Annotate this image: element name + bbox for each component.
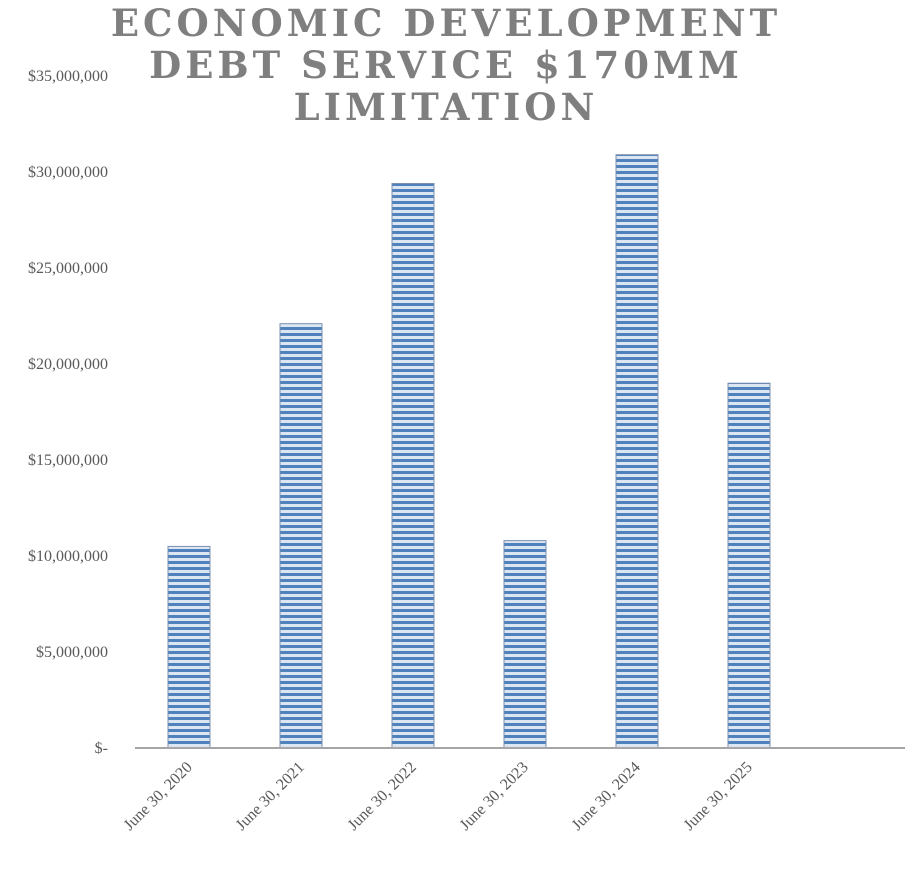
chart-title: ECONOMIC DEVELOPMENT DEBT SERVICE $170MM… <box>111 1 781 129</box>
y-axis: $- $5,000,000 $10,000,000 $15,000,000 $20,00… <box>28 68 108 757</box>
x-tick-label: June 30, 2020 <box>121 759 196 834</box>
x-tick-label: June 30, 2023 <box>457 759 532 834</box>
y-tick-label: $30,000,000 <box>28 164 108 181</box>
y-tick-label: $20,000,000 <box>28 356 108 373</box>
bar <box>503 540 547 749</box>
bar <box>279 323 323 749</box>
x-tick-label: June 30, 2021 <box>233 759 308 834</box>
x-axis-labels: June 30, 2020 June 30, 2021 June 30, 2022 J… <box>121 759 756 834</box>
x-tick-label: June 30, 2025 <box>681 759 756 834</box>
bar <box>727 382 771 749</box>
chart-title-line-1: ECONOMIC DEVELOPMENT <box>111 1 781 45</box>
x-tick-label: June 30, 2024 <box>569 759 644 834</box>
chart-title-line-2: DEBT SERVICE $170MM <box>149 43 743 87</box>
x-tick-label: June 30, 2022 <box>345 759 420 834</box>
y-tick-label: $35,000,000 <box>28 68 108 85</box>
bars <box>167 154 771 749</box>
y-tick-label: $15,000,000 <box>28 452 108 469</box>
y-tick-label: $25,000,000 <box>28 260 108 277</box>
bar <box>615 154 659 749</box>
y-tick-label: $10,000,000 <box>28 548 108 565</box>
y-tick-label: $- <box>95 740 108 757</box>
y-tick-label: $5,000,000 <box>36 644 108 661</box>
chart-title-line-3: LIMITATION <box>294 85 599 129</box>
bar <box>167 545 211 749</box>
bar <box>391 183 435 749</box>
